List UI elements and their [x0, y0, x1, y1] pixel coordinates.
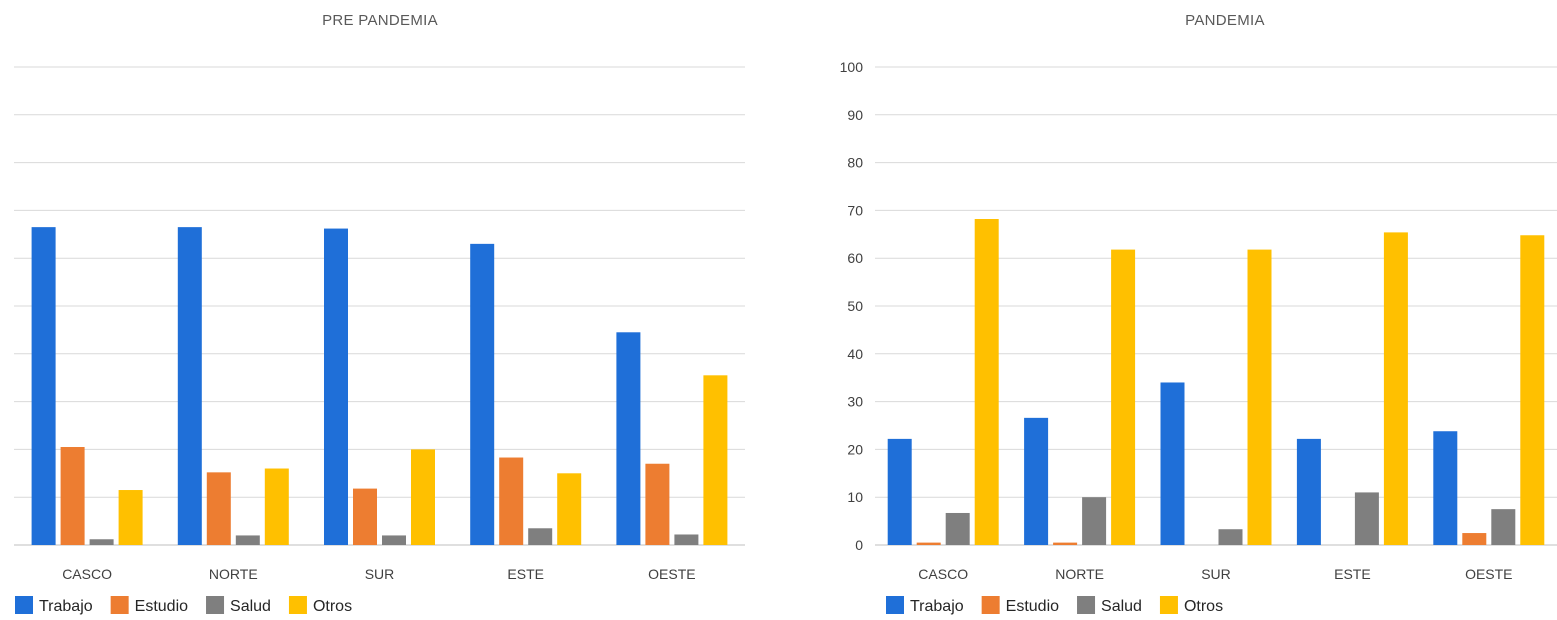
- bar-trabajo-casco: [31, 227, 56, 545]
- bar-salud-oeste: [1491, 509, 1516, 545]
- x-tick-label: ESTE: [1334, 566, 1371, 582]
- bar-trabajo-sur: [1160, 382, 1185, 545]
- y-tick-label: 90: [847, 107, 863, 123]
- bar-estudio-norte: [1053, 542, 1078, 545]
- x-tick-label: CASCO: [62, 566, 112, 582]
- bar-estudio-casco: [916, 542, 941, 545]
- bar-trabajo-sur: [324, 228, 348, 545]
- x-tick-label: OESTE: [1465, 566, 1512, 582]
- y-tick-label: 20: [847, 441, 863, 457]
- bar-estudio-oeste: [1462, 533, 1487, 545]
- x-tick-label: ESTE: [507, 566, 544, 582]
- bar-estudio-casco: [60, 447, 85, 545]
- y-tick-label: 80: [847, 155, 863, 171]
- bar-salud-sur: [1218, 529, 1243, 545]
- y-tick-label: 60: [847, 250, 863, 266]
- x-tick-label: OESTE: [648, 566, 695, 582]
- legend-label: Estudio: [135, 598, 188, 615]
- legend-swatch: [886, 596, 904, 614]
- bar-otros-oeste: [1520, 235, 1545, 546]
- y-tick-label: 10: [847, 489, 863, 505]
- bar-salud-este: [1354, 492, 1379, 545]
- legend-swatch: [1077, 596, 1096, 614]
- chart-title: PANDEMIA: [1185, 12, 1265, 29]
- pre-pandemia-chart: PRE PANDEMIA CASCO NORTE SUR ESTE OESTE Traba…: [14, 12, 745, 615]
- bar-salud-casco: [89, 539, 114, 545]
- legend-label: Trabajo: [39, 598, 93, 615]
- bar-trabajo-oeste: [616, 332, 641, 545]
- bar-estudio-norte: [206, 472, 231, 545]
- bar-salud-sur: [382, 535, 406, 545]
- bar-otros-este: [1383, 232, 1408, 545]
- bar-otros-norte: [264, 468, 289, 545]
- legend-label: Salud: [230, 598, 271, 615]
- bar-otros-casco: [974, 219, 999, 545]
- bar-otros-oeste: [703, 375, 728, 545]
- legend-swatch: [288, 596, 307, 614]
- bar-estudio-sur: [353, 488, 377, 545]
- bar-salud-casco: [945, 512, 970, 545]
- bar-otros-este: [557, 473, 582, 545]
- legend-swatch: [15, 596, 33, 614]
- bar-trabajo-este: [470, 243, 495, 546]
- chart-title: PRE PANDEMIA: [322, 12, 438, 29]
- bar-estudio-oeste: [645, 463, 670, 545]
- x-tick-label: SUR: [365, 566, 395, 582]
- y-tick-label: 30: [847, 394, 863, 410]
- legend-label: Otros: [1184, 598, 1223, 615]
- bar-otros-sur: [411, 449, 435, 545]
- legend-label: Otros: [313, 598, 352, 615]
- bar-salud-oeste: [674, 534, 699, 545]
- bar-trabajo-casco: [887, 438, 912, 545]
- bar-otros-casco: [118, 490, 143, 545]
- legend-swatch: [110, 596, 129, 614]
- legend-label: Trabajo: [910, 598, 964, 615]
- bar-estudio-este: [499, 457, 524, 545]
- legend-swatch: [1159, 596, 1178, 614]
- y-tick-label: 40: [847, 346, 863, 362]
- y-tick-label: 50: [847, 298, 863, 314]
- x-tick-label: NORTE: [1055, 566, 1104, 582]
- bar-otros-sur: [1247, 249, 1272, 545]
- bar-otros-norte: [1111, 249, 1136, 545]
- legend-swatch: [206, 596, 225, 614]
- y-tick-label: 70: [847, 202, 863, 218]
- pandemia-chart: PANDEMIA 0 10 20 30 40 50 60 70 80 90 100 CASCO NORT…: [840, 12, 1557, 615]
- bar-trabajo-norte: [1024, 417, 1049, 545]
- bar-trabajo-oeste: [1433, 431, 1458, 545]
- bar-salud-este: [528, 528, 553, 545]
- bar-trabajo-norte: [177, 227, 202, 545]
- bar-trabajo-este: [1296, 438, 1321, 545]
- x-tick-label: CASCO: [918, 566, 968, 582]
- bar-salud-norte: [235, 535, 260, 545]
- x-tick-label: SUR: [1201, 566, 1231, 582]
- y-tick-label: 0: [855, 537, 863, 553]
- legend-label: Salud: [1101, 598, 1142, 615]
- legend-label: Estudio: [1006, 598, 1059, 615]
- bar-salud-norte: [1082, 497, 1107, 545]
- legend-swatch: [981, 596, 1000, 614]
- y-tick-label: 100: [840, 59, 864, 75]
- x-tick-label: NORTE: [209, 566, 258, 582]
